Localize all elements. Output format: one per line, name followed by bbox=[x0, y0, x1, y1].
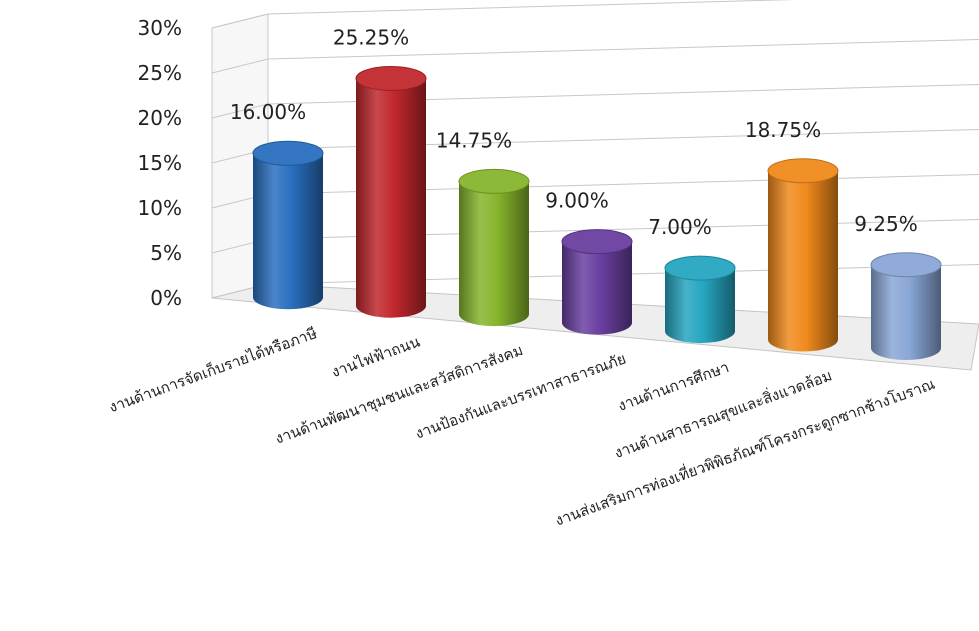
y-tick-label: 10% bbox=[138, 196, 182, 220]
y-tick-label: 0% bbox=[150, 286, 182, 310]
bars bbox=[252, 65, 942, 361]
bar bbox=[561, 229, 633, 335]
bar-top bbox=[252, 140, 324, 166]
bar-top bbox=[767, 158, 839, 184]
data-labels: 16.00% 25.25% 14.75% 9.00% 7.00% 18.75% 9.25% bbox=[230, 25, 918, 239]
bar bbox=[252, 140, 324, 310]
gridline bbox=[267, 0, 796, 15]
x-category-label: งานด้านการศึกษา bbox=[615, 358, 731, 415]
y-tick-label: 25% bbox=[138, 61, 182, 85]
y-tick-label: 15% bbox=[138, 151, 182, 175]
bar-body bbox=[562, 241, 632, 335]
y-tick-label: 20% bbox=[138, 106, 182, 130]
x-category-label: งานด้านการจัดเก็บรายได้หรือภาษี bbox=[106, 323, 319, 416]
side-gridline bbox=[211, 103, 269, 119]
y-tick-label: 30% bbox=[138, 16, 182, 40]
data-label: 9.25% bbox=[854, 212, 918, 236]
bar bbox=[870, 252, 942, 361]
side-gridline bbox=[211, 13, 269, 29]
bar bbox=[767, 158, 839, 352]
bar-top bbox=[355, 65, 427, 91]
bar-top bbox=[870, 252, 942, 278]
bar bbox=[458, 168, 530, 327]
bar-body bbox=[356, 78, 426, 318]
bar-body bbox=[459, 181, 529, 327]
bar-body bbox=[253, 153, 323, 310]
bar-body bbox=[768, 170, 838, 352]
data-label: 9.00% bbox=[545, 189, 609, 213]
gridline bbox=[267, 38, 979, 60]
data-label: 16.00% bbox=[230, 100, 306, 124]
bar-body bbox=[665, 268, 735, 344]
data-label: 7.00% bbox=[648, 215, 712, 239]
y-axis-ticks: 0% 5% 10% 15% 20% 25% 30% bbox=[138, 16, 182, 310]
y-tick-label: 5% bbox=[150, 241, 182, 265]
bar-top bbox=[458, 168, 530, 194]
x-category-label: งานป้องกันและบรรเทาสาธารณภัย bbox=[413, 349, 629, 442]
data-label: 25.25% bbox=[333, 25, 409, 49]
side-gridline bbox=[211, 58, 269, 74]
bar-top bbox=[664, 255, 736, 281]
bar bbox=[355, 65, 427, 318]
bar-top bbox=[561, 229, 633, 255]
data-label: 14.75% bbox=[436, 128, 512, 152]
x-category-label: งานไฟฟ้าถนน bbox=[329, 333, 422, 382]
bar-body bbox=[871, 264, 941, 361]
bar bbox=[664, 255, 736, 344]
x-category-label: งานด้านสาธารณสุขและสิ่งแวดล้อม bbox=[611, 365, 835, 463]
data-label: 18.75% bbox=[745, 118, 821, 142]
